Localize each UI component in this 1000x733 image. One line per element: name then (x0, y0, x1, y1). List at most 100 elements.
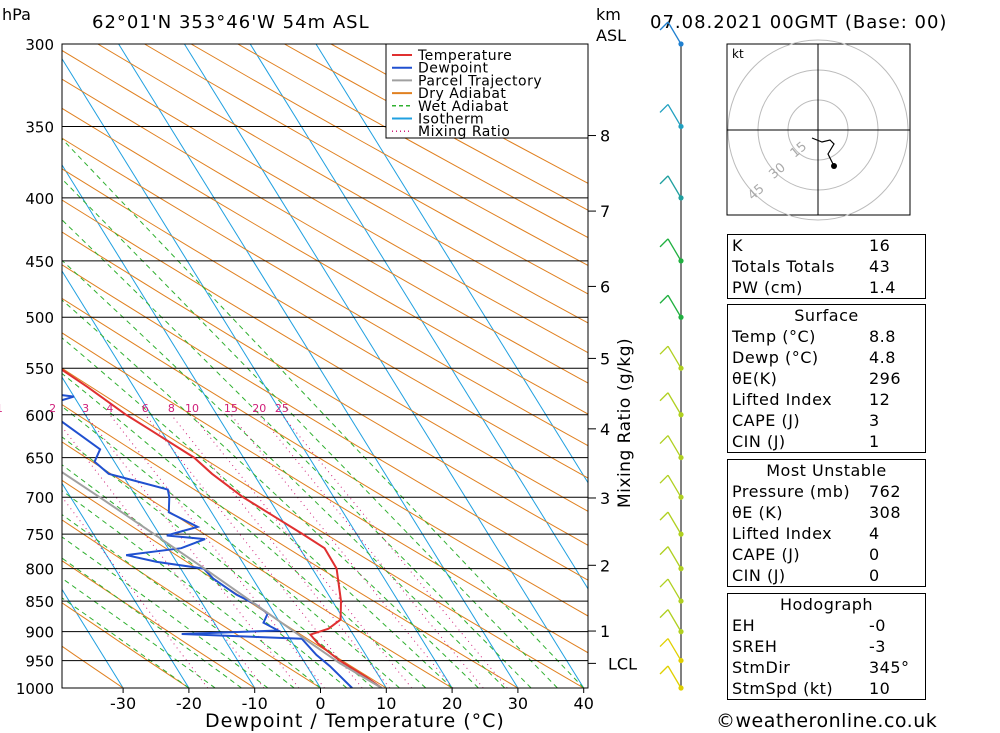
most-unstable-value: 0 (869, 566, 880, 585)
wet-adiabat-line (62, 178, 558, 688)
x-tick-label: 0 (315, 694, 325, 713)
most-unstable-title: Most Unstable (766, 461, 887, 480)
pressure-tick-label: 350 (25, 118, 54, 136)
hodograph-row: SREH -3 (728, 636, 926, 657)
pressure-tick-label: 900 (25, 624, 54, 642)
x-tick-label: -10 (242, 694, 268, 713)
height-tick-label: LCL (608, 654, 637, 673)
pressure-tick-label: 500 (25, 309, 54, 327)
wind-barb-dot (678, 365, 684, 371)
mixing-ratio-line (170, 414, 391, 688)
hodograph-value: 345° (869, 658, 910, 677)
isotherm-line (62, 57, 453, 688)
hodograph-label: SREH (732, 637, 778, 656)
wind-barb (667, 511, 682, 535)
index-row: Totals Totals 43 (728, 256, 926, 277)
mixing-ratio-axis-title: Mixing Ratio (g/kg) (615, 338, 635, 508)
km-label: km (596, 5, 621, 24)
temperature-line (62, 368, 383, 688)
hodograph-label: StmDir (732, 658, 791, 677)
wet-adiabat-line (62, 514, 295, 688)
isotherm-line (315, 44, 588, 484)
dry-adiabat-line (62, 137, 588, 447)
most-unstable-row: θE (K) 308 (728, 502, 926, 523)
mixing-ratio-line (85, 414, 300, 688)
surface-row: θE(K) 296 (728, 368, 926, 389)
isotherm-line (118, 44, 519, 688)
pressure-grid (62, 43, 588, 689)
datetime-title: 07.08.2021 00GMT (Base: 00) (650, 12, 948, 33)
mixing-ratio-label: 25 (275, 402, 289, 415)
hodograph-label: EH (732, 616, 756, 635)
isotherm-line (62, 376, 256, 688)
dry-adiabat-line (97, 44, 588, 324)
most-unstable-value: 308 (869, 503, 902, 522)
wind-barb (667, 546, 682, 569)
legend-label: Dry Adiabat (418, 86, 506, 102)
index-row: K 16 (728, 235, 926, 257)
most-unstable-label: CIN (J) (732, 566, 786, 585)
surface-title: Surface (794, 306, 859, 325)
surface-row: CAPE (J) 3 (728, 410, 926, 431)
wind-barb-flag (659, 546, 669, 556)
mixing-ratio-label: 6 (142, 402, 149, 415)
wind-barb-flag (659, 638, 669, 648)
surface-label: CIN (J) (732, 432, 786, 451)
wind-barb-flag (659, 474, 669, 484)
pressure-tick-label: 850 (25, 593, 54, 611)
parcel-trajectory-line (62, 470, 383, 688)
wet-adiabat-line (62, 557, 242, 688)
dry-adiabat-line (62, 479, 387, 688)
height-tick-label: 8 (600, 127, 610, 146)
most-unstable-label: Pressure (mb) (732, 482, 851, 501)
wind-barb-flag (659, 578, 669, 588)
height-tick-label: 2 (600, 556, 610, 575)
dry-adiabat-line (62, 602, 190, 688)
mixing-ratio-label: 15 (224, 402, 238, 415)
legend-label: Temperature (417, 48, 512, 64)
wind-barb-dot (678, 412, 684, 418)
wind-barb-dot (678, 531, 684, 537)
wind-barb (667, 175, 682, 199)
pressure-tick-label: 550 (25, 360, 54, 378)
wind-barb-dot (678, 314, 684, 320)
dry-adiabat-line (237, 44, 588, 239)
surface-row: Temp (°C) 8.8 (728, 326, 926, 347)
x-tick-label: 40 (574, 694, 594, 713)
pressure-tick-label: 800 (25, 561, 54, 579)
height-tick-label: 3 (600, 489, 610, 508)
wind-barb-flag (659, 345, 669, 355)
most-unstable-row: Pressure (mb) 762 (728, 481, 926, 502)
mixing-ratio-label: 20 (252, 402, 266, 415)
wind-barbs (659, 21, 684, 691)
most-unstable-label: Lifted Index (732, 524, 833, 543)
storm-motion-dot (831, 163, 837, 169)
isotherm-line (183, 44, 585, 688)
hpa-label: hPa (2, 5, 31, 24)
height-tick-label: 7 (600, 202, 610, 221)
dry-adiabat-line (62, 78, 588, 384)
mixing-ratio-label: 10 (185, 402, 199, 415)
surface-value: 12 (869, 390, 891, 409)
dry-adiabat-line (62, 332, 588, 654)
wet-adiabat-line (62, 405, 400, 688)
legend-label: Wet Adiabat (418, 99, 509, 115)
wind-barb-flag (659, 435, 669, 445)
most-unstable-value: 4 (869, 524, 880, 543)
surface-value: 1 (869, 432, 880, 451)
hodograph-row: StmSpd (kt) 10 (728, 678, 926, 700)
legend-box (385, 43, 589, 139)
legend-label: Isotherm (418, 112, 484, 128)
wet-adiabat-line (62, 536, 269, 688)
isotherm-line (62, 164, 387, 688)
x-tick-label: 30 (508, 694, 528, 713)
hodograph-table: Hodograph EH -0 SREH -3 StmDir 345° StmSpd (kt… (727, 593, 926, 700)
height-tick-label: 6 (600, 277, 610, 296)
mixing-ratio-label: 2 (49, 402, 56, 415)
wind-barb-flag (659, 392, 669, 402)
hodograph-title: Hodograph (779, 595, 874, 614)
wind-barb (667, 665, 682, 689)
mixing-ratio-label: 8 (168, 402, 175, 415)
wind-barb (667, 21, 682, 45)
